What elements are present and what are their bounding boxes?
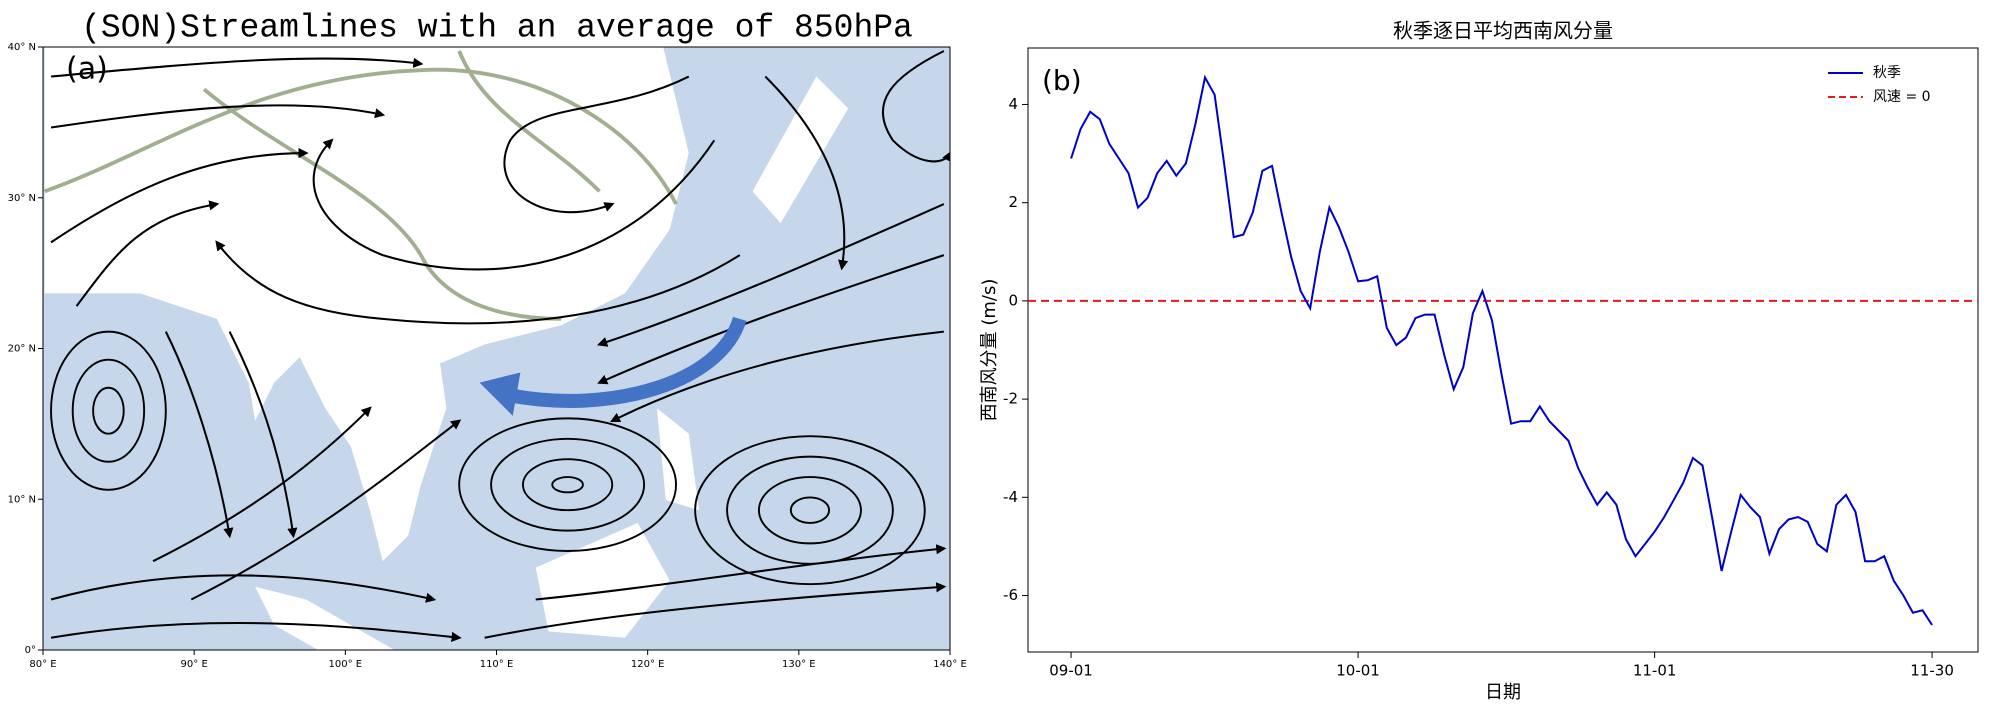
chart-title: 秋季逐日平均西南风分量 [1393,19,1613,43]
land [535,522,670,638]
streamline [597,254,945,385]
x-tick-label: 120° E [631,659,665,670]
streamline [597,203,945,347]
x-tick-label: 110° E [480,659,514,670]
streamline [535,544,947,601]
y-tick-label: -4 [1003,488,1018,506]
panel-label: (b) [1042,64,1082,97]
x-axis-label: 日期 [1485,682,1521,703]
x-tick-label: 09-01 [1049,662,1093,680]
streamline [75,200,220,307]
y-tick-label: -6 [1003,586,1018,604]
streamline [152,406,372,563]
plot-frame [1027,47,1979,653]
data-line [1070,74,1933,626]
x-tick-label: 140° E [933,659,967,670]
x-tick-label: 11-01 [1633,662,1677,680]
y-axis-label: 西南风分量 (m/s) [979,279,1000,422]
streamline [50,57,424,78]
streamline [764,75,849,271]
y-tick-label: 0° [25,645,36,656]
x-tick-label: 90° E [181,659,208,670]
y-tick-label: 20° N [8,344,36,355]
streamline [215,240,741,325]
streamline [881,50,950,163]
y-tick-label: 40° N [8,42,36,53]
streamline [190,419,462,601]
y-tick-label: 0 [1008,291,1018,309]
vortex [50,330,926,586]
x-tick-label: 100° E [329,659,363,670]
border [44,50,678,321]
streamline [50,104,386,129]
y-tick-label: 4 [1008,95,1018,113]
land [656,408,699,511]
land [44,47,689,562]
streamline [312,138,716,271]
streamline [50,147,309,244]
flow-arrow-head [479,372,521,416]
streamline [50,574,437,603]
x-tick-label: 130° E [782,659,816,670]
land [255,586,395,650]
legend-label: 风速 = 0 [1873,89,1931,105]
y-tick-label: 10° N [8,494,36,505]
map-title: (SON)Streamlines with an average of 850h… [81,10,913,47]
y-tick-label: 2 [1008,193,1018,211]
streamline [50,622,462,642]
y-tick-label: 30° N [8,193,36,204]
streamline [484,582,947,639]
streamline [609,330,944,423]
panel-label: (a) [66,52,108,87]
land [752,76,849,224]
streamline [164,331,234,539]
streamline [503,75,690,214]
legend-label: 秋季 [1873,65,1901,81]
flow-arrow [508,316,747,408]
map-decoration [43,47,950,650]
x-tick-label: 80° E [29,659,56,670]
streamline [228,331,298,539]
x-tick-label: 11-30 [1910,662,1954,680]
x-tick-label: 10-01 [1336,662,1380,680]
y-tick-label: -2 [1003,390,1018,408]
